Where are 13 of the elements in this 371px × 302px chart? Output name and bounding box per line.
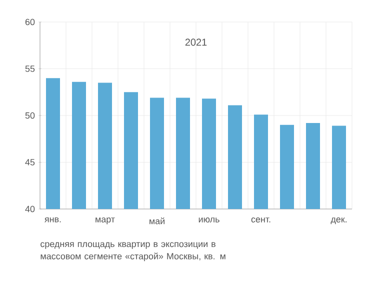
text: 2021 [185,38,207,46]
y-tick-label: 55 [25,66,35,72]
x-tick-label: май [150,218,164,224]
x-tick-label: дек. [330,218,346,224]
x-tick-label: март [96,218,115,224]
x-tick-label: июль [198,218,220,222]
y-tick-label: 50 [25,112,35,119]
y-tick-label: 45 [25,159,35,166]
y-tick-label: 60 [25,18,35,26]
x-tick-label: сент. [251,218,270,222]
text: средняя площадь квартир в экспозиции в массовом сегменте «старой» Москвы, кв. м [40,242,226,262]
x-tick-label: янв. [44,218,61,222]
y-tick-label: 40 [25,206,35,212]
